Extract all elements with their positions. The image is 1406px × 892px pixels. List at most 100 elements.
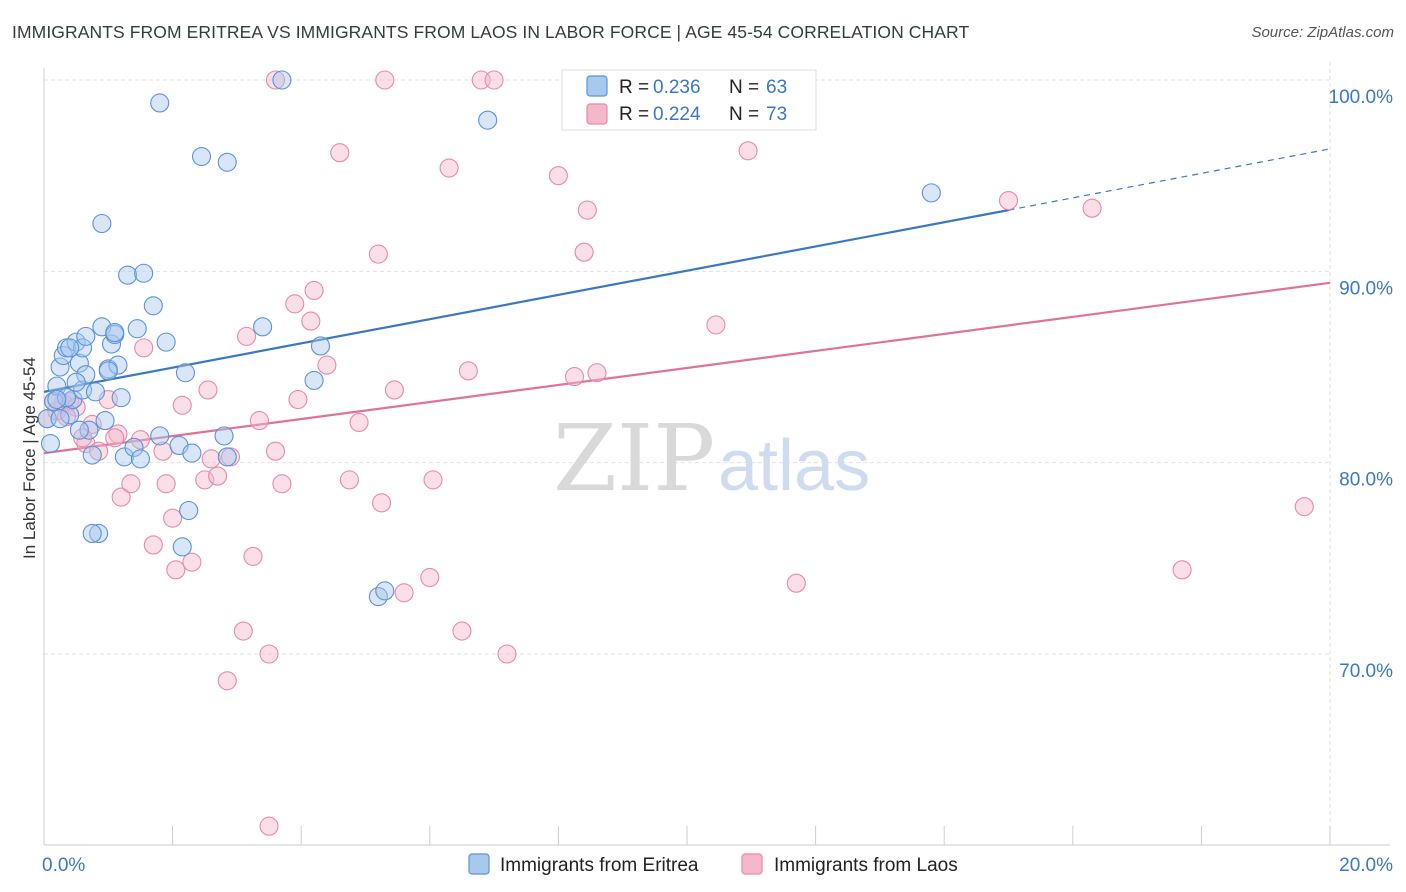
point-laos xyxy=(301,311,321,331)
point-eritrea xyxy=(150,426,170,446)
point-laos xyxy=(66,397,86,417)
point-laos xyxy=(368,244,388,264)
point-eritrea xyxy=(50,357,70,377)
stats-n-value-eritrea: 63 xyxy=(766,77,787,98)
watermark: ZIP atlas xyxy=(553,405,870,512)
point-eritrea xyxy=(478,110,498,130)
point-laos xyxy=(738,141,758,161)
point-laos xyxy=(198,380,218,400)
stats-legend: R = 0.236 N = 63 R = 0.224 N = 73 xyxy=(561,69,817,131)
series-legend: Immigrants from Eritrea Immigrants from … xyxy=(468,853,958,876)
point-laos xyxy=(304,280,324,301)
point-eritrea xyxy=(130,449,150,469)
point-eritrea xyxy=(272,70,292,90)
point-eritrea xyxy=(217,152,237,172)
watermark-atlas: atlas xyxy=(718,426,870,506)
point-laos xyxy=(439,158,459,178)
y-tick-label: 90.0% xyxy=(1339,278,1393,299)
point-laos xyxy=(458,361,478,381)
point-laos xyxy=(130,430,150,450)
point-eritrea xyxy=(182,443,202,463)
point-eritrea xyxy=(114,447,134,467)
watermark-zip: ZIP xyxy=(553,405,715,512)
point-laos xyxy=(265,441,286,461)
point-laos xyxy=(1294,497,1314,517)
point-eritrea xyxy=(82,445,102,465)
point-laos xyxy=(163,508,183,528)
point-eritrea xyxy=(124,437,144,457)
legend-label-eritrea: Immigrants from Eritrea xyxy=(500,855,699,876)
point-laos xyxy=(166,560,186,580)
point-laos xyxy=(574,242,594,262)
point-laos xyxy=(497,644,517,664)
y-axis-label: In Labor Force | Age 45-54 xyxy=(20,357,39,559)
point-laos xyxy=(82,414,102,434)
point-eritrea xyxy=(175,363,196,383)
point-eritrea xyxy=(95,411,115,431)
point-laos xyxy=(105,428,125,448)
trend-line-eritrea xyxy=(43,209,1009,393)
point-laos xyxy=(272,474,292,494)
point-laos xyxy=(249,411,269,431)
point-eritrea xyxy=(85,382,105,402)
point-laos xyxy=(233,621,253,641)
point-laos xyxy=(108,424,128,444)
point-laos xyxy=(452,621,472,641)
x-tick-label: 20.0% xyxy=(1339,855,1393,876)
point-laos xyxy=(201,449,221,469)
point-laos xyxy=(394,583,414,603)
stats-r-value-eritrea: 0.236 xyxy=(653,77,701,98)
point-eritrea xyxy=(79,420,99,440)
source-label: Source: ZipAtlas.com xyxy=(1251,24,1394,41)
point-eritrea xyxy=(217,447,237,467)
point-laos xyxy=(420,567,440,588)
stats-n-label-laos: N = xyxy=(729,104,759,125)
point-laos xyxy=(1082,198,1102,218)
point-eritrea xyxy=(108,355,128,375)
point-laos xyxy=(265,70,286,90)
point-eritrea xyxy=(172,537,192,557)
x-tick-label: 0.0% xyxy=(42,855,85,876)
point-eritrea xyxy=(253,317,273,337)
grid-lines xyxy=(44,62,1331,845)
point-laos xyxy=(339,470,359,490)
point-laos xyxy=(587,363,607,383)
point-laos xyxy=(288,389,308,410)
stats-n-value-laos: 73 xyxy=(766,104,787,125)
point-laos xyxy=(111,487,131,507)
point-laos xyxy=(484,70,504,90)
point-laos xyxy=(349,412,369,433)
point-eritrea xyxy=(304,370,324,390)
point-laos xyxy=(285,294,305,314)
point-eritrea xyxy=(127,319,147,339)
point-laos xyxy=(143,535,163,555)
trend-line-laos xyxy=(43,281,1331,455)
trend-extension-eritrea xyxy=(1008,148,1331,211)
point-eritrea xyxy=(134,263,154,283)
point-eritrea xyxy=(69,353,89,373)
point-laos xyxy=(259,644,279,664)
legend-swatch-eritrea xyxy=(468,853,490,875)
point-laos xyxy=(56,407,77,427)
point-laos xyxy=(423,470,443,490)
point-laos xyxy=(786,573,806,593)
point-eritrea xyxy=(156,332,176,352)
point-eritrea xyxy=(40,433,60,454)
point-eritrea xyxy=(44,391,64,411)
y-tick-label: 100.0% xyxy=(1329,87,1394,108)
point-eritrea xyxy=(76,365,96,385)
y-tick-label: 70.0% xyxy=(1339,661,1393,682)
point-laos xyxy=(208,466,228,486)
point-eritrea xyxy=(921,183,941,203)
point-eritrea xyxy=(214,426,234,446)
point-eritrea xyxy=(98,361,118,381)
point-eritrea xyxy=(179,500,199,521)
point-eritrea xyxy=(150,93,170,113)
point-laos xyxy=(1172,560,1192,580)
stats-swatch-eritrea xyxy=(586,75,608,97)
point-laos xyxy=(330,143,350,163)
point-laos xyxy=(548,166,568,186)
point-eritrea xyxy=(92,213,112,234)
point-laos xyxy=(375,70,395,90)
